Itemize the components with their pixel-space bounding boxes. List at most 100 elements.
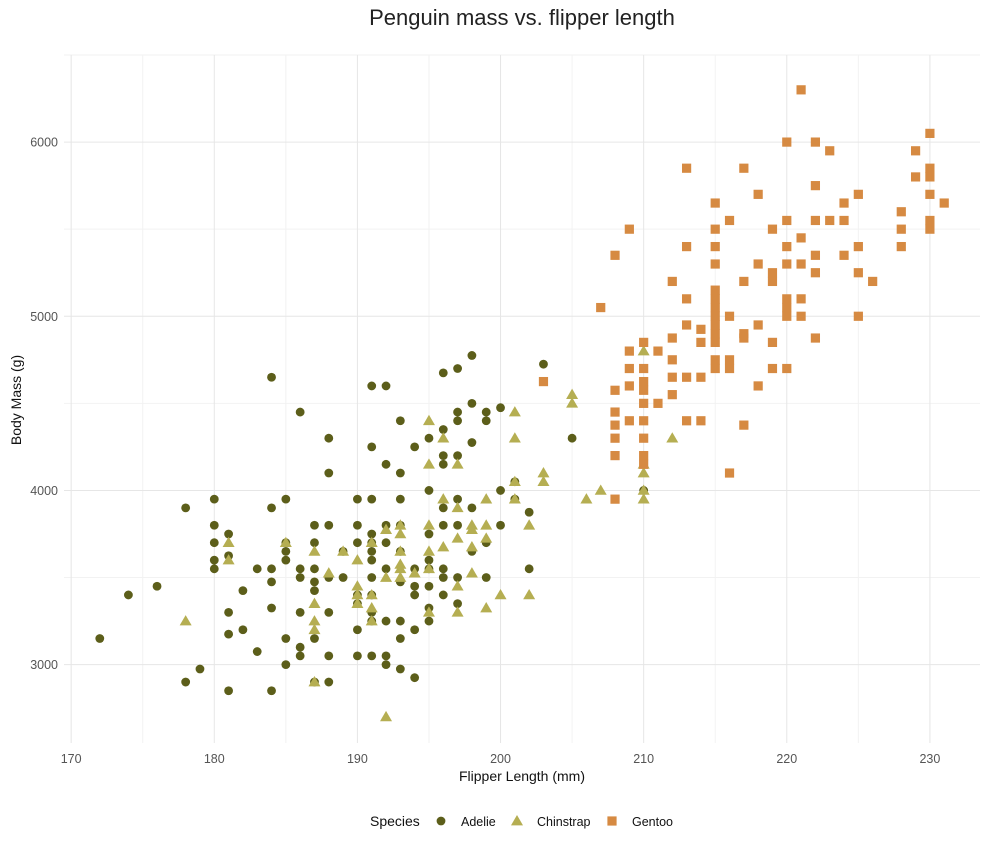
data-point-chinstrap [308, 623, 321, 635]
data-point-chinstrap [508, 432, 521, 443]
data-point-adelie [267, 372, 276, 382]
data-point-gentoo [681, 416, 692, 426]
data-point-adelie [395, 664, 405, 674]
data-point-adelie [209, 520, 219, 530]
data-point-adelie [381, 660, 391, 670]
data-point-gentoo [853, 189, 863, 199]
data-point-gentoo [696, 416, 706, 426]
legend-item-adelie: Adelie [436, 815, 496, 829]
data-point-chinstrap [308, 615, 321, 626]
data-point-gentoo [596, 302, 606, 313]
data-point-chinstrap [637, 345, 650, 356]
series-adelie [95, 351, 649, 696]
data-point-adelie [424, 616, 434, 626]
data-point-gentoo [782, 137, 792, 147]
data-point-chinstrap [580, 493, 593, 504]
data-point-adelie [295, 651, 305, 661]
data-point-gentoo [724, 355, 735, 365]
data-point-chinstrap [408, 567, 421, 578]
data-point-chinstrap [394, 527, 407, 539]
data-point-gentoo [681, 241, 692, 252]
data-point-adelie [453, 364, 462, 373]
legend: Species Adelie Chinstrap Gentoo [370, 813, 673, 829]
data-point-adelie [381, 616, 391, 626]
data-point-adelie [481, 416, 491, 426]
data-point-chinstrap [451, 501, 464, 513]
series-gentoo [538, 85, 949, 504]
x-tick-label: 230 [919, 752, 940, 766]
data-point-adelie [238, 625, 248, 635]
data-point-gentoo [667, 333, 677, 343]
data-point-chinstrap [308, 597, 321, 608]
data-point-gentoo [782, 363, 792, 374]
data-point-gentoo [853, 311, 863, 321]
data-point-chinstrap [422, 458, 435, 469]
data-point-chinstrap [351, 597, 364, 608]
data-point-chinstrap [394, 571, 407, 582]
x-tick-label: 200 [490, 752, 511, 766]
data-point-gentoo [767, 224, 778, 234]
data-point-adelie [496, 520, 505, 530]
data-point-chinstrap [437, 432, 450, 443]
data-point-gentoo [710, 294, 720, 304]
data-point-chinstrap [523, 588, 536, 600]
legend-label: Adelie [461, 815, 496, 829]
data-point-adelie [295, 573, 305, 582]
data-point-adelie [438, 590, 448, 600]
data-point-chinstrap [394, 519, 407, 530]
data-point-adelie [395, 468, 405, 478]
data-point-adelie [467, 351, 477, 360]
data-point-gentoo [639, 337, 649, 347]
data-point-gentoo [925, 128, 935, 138]
data-point-gentoo [610, 433, 620, 443]
legend-items: Adelie Chinstrap Gentoo [436, 815, 673, 829]
data-point-gentoo [753, 189, 763, 199]
y-tick-label: 5000 [30, 310, 58, 324]
data-point-adelie [367, 651, 377, 661]
data-point-adelie [367, 573, 377, 582]
data-point-adelie [367, 494, 377, 504]
x-tick-label: 180 [204, 752, 225, 766]
data-point-gentoo [782, 302, 792, 313]
data-point-gentoo [610, 407, 620, 417]
data-point-chinstrap [380, 523, 393, 534]
data-point-chinstrap [451, 606, 464, 617]
data-point-gentoo [681, 372, 692, 382]
data-point-chinstrap [179, 615, 192, 626]
data-point-gentoo [810, 250, 821, 260]
data-point-chinstrap [365, 615, 378, 626]
y-tick-label: 4000 [30, 484, 58, 498]
data-point-adelie [496, 486, 505, 495]
data-point-adelie [252, 564, 262, 574]
data-point-adelie [395, 494, 405, 504]
data-point-chinstrap [508, 406, 521, 417]
data-point-adelie [453, 494, 462, 504]
data-point-adelie [238, 586, 248, 595]
data-point-adelie [281, 660, 291, 670]
data-point-adelie [353, 520, 362, 530]
data-point-adelie [438, 503, 448, 513]
data-point-adelie [453, 599, 462, 609]
data-point-gentoo [724, 311, 735, 321]
data-point-gentoo [782, 259, 792, 269]
x-tick-label: 170 [61, 752, 82, 766]
data-point-chinstrap [480, 493, 493, 504]
data-point-gentoo [624, 416, 634, 426]
data-point-gentoo [825, 215, 835, 226]
data-point-adelie [424, 555, 434, 565]
data-point-gentoo [839, 198, 849, 208]
data-point-adelie [453, 573, 462, 582]
data-point-chinstrap [637, 493, 650, 504]
data-point-gentoo [767, 276, 778, 287]
series-chinstrap [179, 345, 679, 722]
data-point-adelie [467, 503, 477, 513]
legend-key-gentoo [607, 816, 617, 826]
data-point-adelie [481, 407, 491, 417]
legend-item-chinstrap: Chinstrap [511, 815, 591, 829]
data-point-gentoo [782, 311, 792, 321]
legend-label: Chinstrap [537, 815, 591, 829]
data-point-adelie [367, 547, 377, 556]
data-point-adelie [224, 629, 233, 639]
data-point-gentoo [753, 259, 763, 269]
